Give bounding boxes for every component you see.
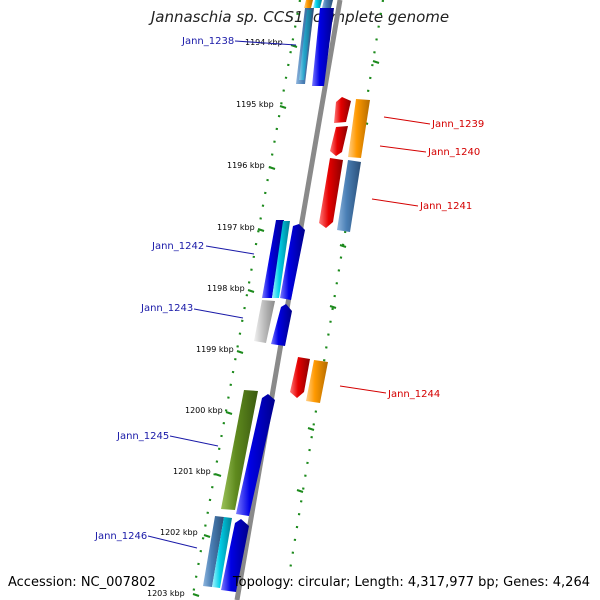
gene-label-jann-1243[interactable]: Jann_1243 (140, 303, 193, 314)
tick-label-1201: 1201 kbp (173, 467, 211, 476)
tick-label-1195: 1195 kbp (236, 100, 274, 109)
gene-jann-1239[interactable] (334, 97, 370, 158)
right-tick-track (288, 0, 385, 571)
tick-label-1196: 1196 kbp (227, 161, 265, 170)
gene-jann-1245[interactable] (221, 390, 275, 516)
gene-label-jann-1242[interactable]: Jann_1242 (151, 241, 204, 252)
gene-jann-1246[interactable] (203, 516, 249, 592)
gene-label-jann-1240[interactable]: Jann_1240 (427, 147, 480, 158)
genome-stats: Topology: circular; Length: 4,317,977 bp… (232, 575, 590, 590)
genome-axis (234, 0, 343, 600)
tick-label-1203: 1203 kbp (147, 589, 185, 598)
tick-label-1202: 1202 kbp (160, 528, 198, 537)
gene-label-jann-1245[interactable]: Jann_1245 (116, 431, 169, 442)
gene-label-jann-1238[interactable]: Jann_1238 (181, 36, 234, 47)
genome-title: Jannaschia sp. CCS1, complete genome (150, 8, 450, 26)
left-major-ticks (192, 44, 298, 597)
gene-jann-1240[interactable] (330, 126, 348, 156)
gene-jann-1244[interactable] (290, 357, 328, 403)
tick-label-1200: 1200 kbp (185, 406, 223, 415)
right-leader-lines (339, 116, 431, 394)
right-major-ticks (296, 60, 380, 493)
gene-jann-1241[interactable] (319, 158, 361, 232)
tick-label-1198: 1198 kbp (207, 284, 245, 293)
left-leader-lines (147, 40, 297, 549)
gene-label-jann-1239[interactable]: Jann_1239 (431, 119, 484, 130)
left-tick-track (190, 0, 302, 600)
gene-jann-1242[interactable] (262, 220, 305, 300)
accession-label: Accession: NC_007802 (8, 575, 156, 590)
tick-label-1199: 1199 kbp (196, 345, 234, 354)
gene-jann-1243[interactable] (254, 300, 292, 346)
tick-label-1197: 1197 kbp (217, 223, 255, 232)
gene-jann-1238[interactable] (296, 8, 334, 86)
gene-label-jann-1246[interactable]: Jann_1246 (94, 531, 147, 542)
gene-block-top[interactable] (304, 0, 333, 8)
gene-label-jann-1241[interactable]: Jann_1241 (419, 201, 472, 212)
gene-label-jann-1244[interactable]: Jann_1244 (387, 389, 440, 400)
